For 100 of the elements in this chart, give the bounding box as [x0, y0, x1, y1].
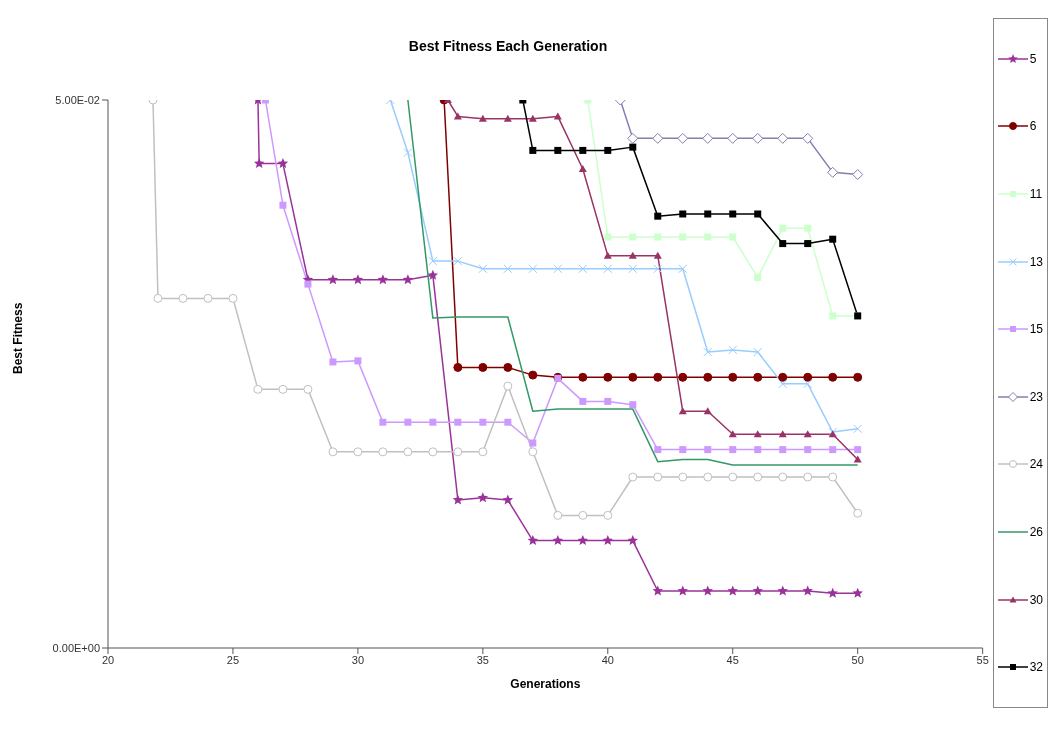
point	[728, 345, 738, 355]
point	[678, 372, 688, 382]
point	[627, 535, 639, 546]
point	[253, 384, 263, 394]
point	[278, 384, 288, 394]
point	[279, 201, 287, 209]
point	[629, 401, 637, 409]
point	[653, 372, 663, 382]
point	[478, 114, 487, 122]
point	[727, 585, 738, 596]
point	[579, 146, 587, 154]
point	[303, 384, 313, 394]
point	[679, 233, 687, 241]
legend-label: 5	[1029, 51, 1037, 66]
point	[752, 132, 764, 144]
point	[702, 585, 713, 596]
chart-title: Best Fitness Each Generation	[407, 38, 609, 54]
point	[728, 472, 738, 482]
point	[803, 379, 813, 389]
point	[452, 494, 464, 505]
point	[277, 158, 289, 169]
point	[727, 132, 739, 144]
point	[753, 372, 763, 382]
point	[628, 251, 637, 259]
point	[403, 447, 413, 457]
point	[802, 585, 813, 596]
point	[578, 510, 588, 520]
point	[729, 210, 737, 218]
x-tick-label: 40	[601, 653, 614, 666]
point	[329, 358, 337, 366]
point	[777, 585, 788, 596]
point	[178, 293, 188, 303]
point	[502, 494, 514, 505]
point	[528, 114, 537, 122]
point	[529, 146, 537, 154]
point	[779, 446, 787, 454]
legend-label: 11	[1029, 186, 1043, 201]
point	[504, 418, 512, 426]
point	[578, 372, 588, 382]
point	[654, 446, 662, 454]
point	[453, 362, 463, 372]
point	[704, 210, 712, 218]
point	[753, 347, 763, 357]
point	[704, 233, 712, 241]
point	[627, 132, 639, 144]
point	[327, 274, 339, 285]
point	[453, 256, 463, 266]
point	[804, 224, 812, 232]
point	[778, 372, 788, 382]
x-tick-label: 30	[351, 653, 365, 666]
point	[703, 472, 713, 482]
point	[604, 146, 612, 154]
point	[752, 585, 763, 596]
y-axis-title: Best Fitness	[11, 302, 26, 374]
point	[754, 274, 762, 282]
point	[803, 372, 813, 382]
point	[828, 472, 838, 482]
point	[779, 224, 787, 232]
point	[427, 269, 439, 280]
point	[304, 280, 312, 288]
x-tick-label: 35	[476, 653, 489, 666]
point	[477, 492, 489, 503]
point	[228, 293, 238, 303]
point	[604, 397, 612, 405]
point	[753, 472, 763, 482]
point	[553, 510, 563, 520]
point	[804, 446, 812, 454]
point	[853, 508, 863, 518]
point	[778, 379, 788, 389]
point	[353, 447, 363, 457]
point	[379, 418, 387, 426]
point	[478, 447, 488, 457]
point	[703, 347, 713, 357]
point	[677, 585, 688, 596]
point	[528, 370, 538, 380]
point	[653, 472, 663, 482]
point	[377, 274, 389, 285]
point	[429, 418, 437, 426]
point	[778, 430, 787, 438]
point	[602, 535, 614, 546]
point	[803, 472, 813, 482]
point	[503, 362, 513, 372]
point	[728, 430, 737, 438]
point	[654, 233, 662, 241]
point	[603, 510, 613, 520]
point	[453, 447, 463, 457]
point	[827, 587, 838, 598]
point	[378, 447, 388, 457]
point	[503, 264, 513, 274]
point	[853, 424, 863, 434]
point	[854, 446, 862, 454]
x-tick-label: 50	[851, 653, 864, 666]
point	[528, 447, 538, 457]
point	[653, 264, 663, 274]
point	[677, 132, 689, 144]
point	[828, 372, 838, 382]
point	[652, 132, 664, 144]
point	[629, 143, 637, 151]
legend-label: 24	[1029, 457, 1043, 472]
point	[852, 587, 863, 598]
